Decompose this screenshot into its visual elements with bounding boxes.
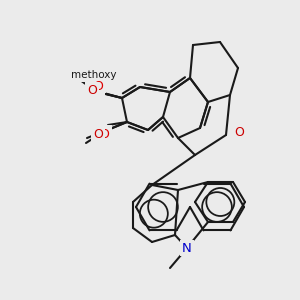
Text: O: O [93,128,103,142]
Text: O: O [95,79,105,92]
Text: O: O [99,128,109,142]
Text: O: O [87,83,97,97]
Text: O: O [234,127,244,140]
Text: methoxy: methoxy [71,70,117,80]
Text: O: O [93,80,103,94]
Text: O: O [232,125,242,139]
Text: N: N [182,242,192,254]
Text: O: O [101,127,111,140]
